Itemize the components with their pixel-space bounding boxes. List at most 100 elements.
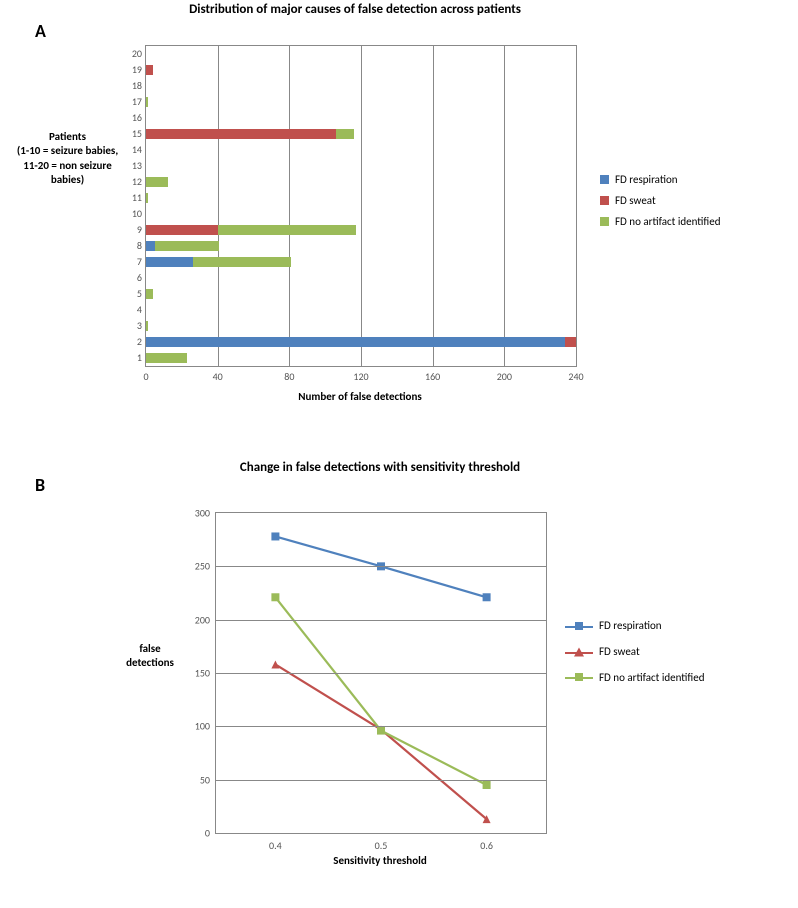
panel-b-xtick-label: 0.5 (375, 839, 388, 852)
panel-a-bar-segment (146, 97, 148, 107)
panel-a-xtick-label: 0 (143, 370, 148, 383)
panel-a-ytick-label: 18 (112, 81, 142, 91)
panel-a-ytick-label: 5 (112, 289, 142, 299)
figure-page: A Distribution of major causes of false … (0, 0, 798, 908)
panel-a-legend-item: FD no artifact identified (600, 215, 721, 228)
legend-label: FD respiration (615, 173, 678, 186)
panel-a-xtick-label: 80 (284, 370, 294, 383)
legend-label: FD no artifact identified (615, 215, 721, 228)
panel-a-bar-segment (146, 257, 193, 267)
panel-a-bar-row (146, 193, 148, 203)
panel-a-gridline (504, 46, 505, 366)
panel-a-ytick-label: 13 (112, 161, 142, 171)
panel-a-xtick-label: 40 (213, 370, 223, 383)
panel-a-ytick-label: 16 (112, 113, 142, 123)
panel-a-bar-row (146, 337, 576, 347)
panel-a-bar-row (146, 177, 168, 187)
panel-a-ytick-label: 17 (112, 97, 142, 107)
panel-a-bar-segment (146, 321, 148, 331)
panel-b-marker (483, 781, 491, 789)
panel-a-bar-segment (146, 65, 153, 75)
panel-b-gridline (216, 566, 546, 567)
panel-b-ytick-label: 200 (195, 613, 210, 626)
panel-a-bar-segment (146, 225, 218, 235)
panel-a-bar-segment (146, 353, 187, 363)
panel-b-legend: FD respiration FD sweat FD no artifact ide… (565, 607, 705, 696)
panel-a-bar-segment (146, 129, 336, 139)
panel-a-title: Distribution of major causes of false de… (120, 2, 590, 17)
panel-b-series-line (275, 597, 486, 785)
panel-a-bar-segment (565, 337, 576, 347)
panel-b-series-line (275, 664, 486, 819)
legend-swatch (600, 217, 609, 226)
panel-a-ytick-label: 15 (112, 129, 142, 139)
legend-swatch (600, 196, 609, 205)
panel-b: B Change in false detections with sensit… (0, 452, 798, 902)
panel-a-xtick-label: 200 (497, 370, 512, 383)
panel-b-ytick-label: 100 (195, 720, 210, 733)
panel-a-ytick-label: 14 (112, 145, 142, 155)
panel-a-bar-row (146, 129, 354, 139)
panel-b-ytick-label: 50 (200, 773, 210, 786)
panel-a-bar-row (146, 65, 153, 75)
panel-a-ytick-label: 7 (112, 257, 142, 267)
panel-a-gridline (433, 46, 434, 366)
panel-b-letter: B (35, 474, 45, 496)
panel-a-ytick-label: 1 (112, 353, 142, 363)
legend-label: FD respiration (599, 619, 662, 633)
panel-a-bar-row (146, 225, 356, 235)
panel-b-marker (271, 593, 279, 601)
panel-b-gridline (216, 780, 546, 781)
panel-b-xtick-label: 0.6 (480, 839, 493, 852)
panel-a-ytick-label: 2 (112, 337, 142, 347)
panel-a-gridline (218, 46, 219, 366)
panel-b-legend-item: FD respiration (565, 619, 705, 633)
panel-a-bar-segment (336, 129, 354, 139)
panel-a-bar-row (146, 97, 148, 107)
panel-a-bar-row (146, 289, 153, 299)
panel-a-bar-segment (146, 241, 155, 251)
panel-a-plot-area: 0408012016020024012345678910111213141516… (145, 45, 577, 367)
panel-b-plot-area: 0501001502002503000.40.50.6 (215, 512, 547, 834)
legend-swatch (565, 671, 593, 683)
panel-b-gridline (216, 620, 546, 621)
panel-a-xlabel: Number of false detections (145, 390, 575, 403)
panel-a-bar-row (146, 353, 187, 363)
panel-a-ytick-label: 4 (112, 305, 142, 315)
panel-a-ytick-label: 9 (112, 225, 142, 235)
panel-a-ytick-label: 8 (112, 241, 142, 251)
panel-a-bar-segment (155, 241, 220, 251)
panel-a-ytick-label: 12 (112, 177, 142, 187)
panel-a-bar-row (146, 321, 148, 331)
panel-a-ylabel: Patients(1-10 = seizure babies,11-20 = n… (10, 130, 125, 187)
panel-a: A Distribution of major causes of false … (0, 0, 798, 430)
panel-b-marker (271, 532, 279, 540)
panel-a-bar-row (146, 241, 219, 251)
panel-b-legend-item: FD no artifact identified (565, 671, 705, 685)
panel-a-ytick-label: 19 (112, 65, 142, 75)
panel-a-legend-item: FD respiration (600, 173, 721, 186)
panel-a-gridline (361, 46, 362, 366)
panel-a-legend-item: FD sweat (600, 194, 721, 207)
panel-a-bar-segment (146, 289, 153, 299)
panel-a-xtick-label: 120 (353, 370, 368, 383)
panel-a-ytick-label: 3 (112, 321, 142, 331)
panel-b-ytick-label: 250 (195, 560, 210, 573)
panel-b-legend-item: FD sweat (565, 645, 705, 659)
panel-b-marker (483, 593, 491, 601)
legend-swatch (600, 175, 609, 184)
panel-a-ytick-label: 10 (112, 209, 142, 219)
panel-b-ytick-label: 150 (195, 667, 210, 680)
panel-b-xtick-label: 0.4 (269, 839, 282, 852)
panel-a-ytick-label: 20 (112, 49, 142, 59)
panel-a-xtick-label: 160 (425, 370, 440, 383)
panel-a-bar-row (146, 257, 291, 267)
panel-a-bar-segment (218, 225, 356, 235)
panel-a-gridline (289, 46, 290, 366)
panel-a-bar-segment (146, 193, 148, 203)
panel-b-xlabel: Sensitivity threshold (215, 854, 545, 867)
legend-label: FD sweat (599, 645, 640, 659)
panel-b-ylabel: false detections (115, 642, 185, 671)
panel-a-bar-segment (193, 257, 292, 267)
panel-a-bar-segment (146, 177, 168, 187)
